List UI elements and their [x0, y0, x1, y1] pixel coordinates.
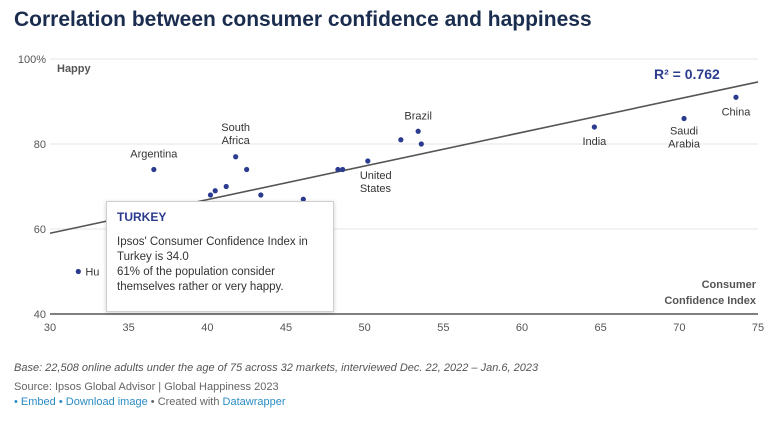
download-image-link[interactable]: Download image: [65, 396, 148, 408]
y-tick-label: 60: [34, 224, 46, 236]
r-squared-label: R² = 0.762: [654, 66, 720, 82]
point-label: India: [582, 136, 607, 148]
y-tick-label: 40: [34, 309, 46, 321]
point-label: Africa: [222, 135, 251, 147]
x-tick-label: 50: [359, 322, 371, 334]
chart-notes: Base: 22,508 online adults under the age…: [14, 362, 774, 408]
chart-title: Correlation between consumer confidence …: [14, 8, 592, 31]
embed-link[interactable]: Embed: [20, 396, 56, 408]
x-tick-label: 45: [280, 322, 292, 334]
y-axis-label: Happy: [57, 63, 92, 75]
x-tick-label: 70: [673, 322, 685, 334]
point-label: States: [360, 183, 392, 195]
data-point: [681, 115, 687, 122]
data-point: [415, 128, 421, 134]
data-point: [244, 166, 250, 173]
data-point: [733, 94, 739, 100]
data-point: [151, 166, 157, 173]
point-label: Saudi: [670, 126, 698, 138]
data-point: [340, 166, 346, 173]
data-point: [75, 268, 81, 275]
x-tick-label: 35: [123, 322, 135, 334]
tooltip-line: 61% of the population consider: [117, 266, 275, 278]
data-point: [233, 154, 239, 160]
point-label: United: [360, 170, 392, 182]
x-tick-label: 75: [752, 322, 764, 334]
tooltip-line: Ipsos' Consumer Confidence Index in: [117, 236, 308, 248]
tooltip-line: themselves rather or very happy.: [117, 281, 284, 293]
data-point: [418, 141, 424, 147]
x-tick-label: 55: [437, 322, 449, 334]
x-axis-label: Confidence Index: [664, 295, 757, 307]
data-point: [591, 124, 597, 130]
data-point: [223, 183, 229, 190]
x-tick-label: 60: [516, 322, 528, 334]
created-with-text: Created with: [157, 396, 220, 408]
y-tick-label: 80: [34, 139, 46, 151]
tooltip-turkey: TURKEY Ipsos' Consumer Confidence Index …: [106, 201, 334, 312]
data-point: [207, 192, 214, 198]
footer-links: • Embed • Download image • Created with …: [14, 396, 286, 408]
tooltip-line: Turkey is 34.0: [117, 251, 189, 263]
point-label: Arabia: [668, 139, 701, 151]
point-label: China: [722, 106, 752, 118]
x-axis-label: Consumer: [702, 279, 757, 291]
datawrapper-link[interactable]: Datawrapper: [222, 396, 286, 408]
data-point: [365, 158, 371, 164]
base-note: Base: 22,508 online adults under the age…: [14, 362, 539, 374]
point-label: South: [221, 122, 250, 134]
y-tick-label: 100%: [18, 54, 46, 66]
x-tick-label: 65: [595, 322, 607, 334]
source-note: Source: Ipsos Global Advisor | Global Ha…: [14, 381, 279, 393]
data-point: [335, 166, 341, 173]
point-label: Brazil: [404, 110, 432, 122]
data-point: [258, 192, 264, 198]
point-label: Argentina: [130, 149, 178, 161]
data-point: [398, 137, 404, 143]
data-point: [300, 196, 306, 202]
x-tick-label: 40: [201, 322, 213, 334]
x-tick-label: 30: [44, 322, 56, 334]
tooltip-title: TURKEY: [117, 210, 167, 224]
data-point: [212, 188, 218, 194]
point-label: Hu: [85, 267, 99, 279]
